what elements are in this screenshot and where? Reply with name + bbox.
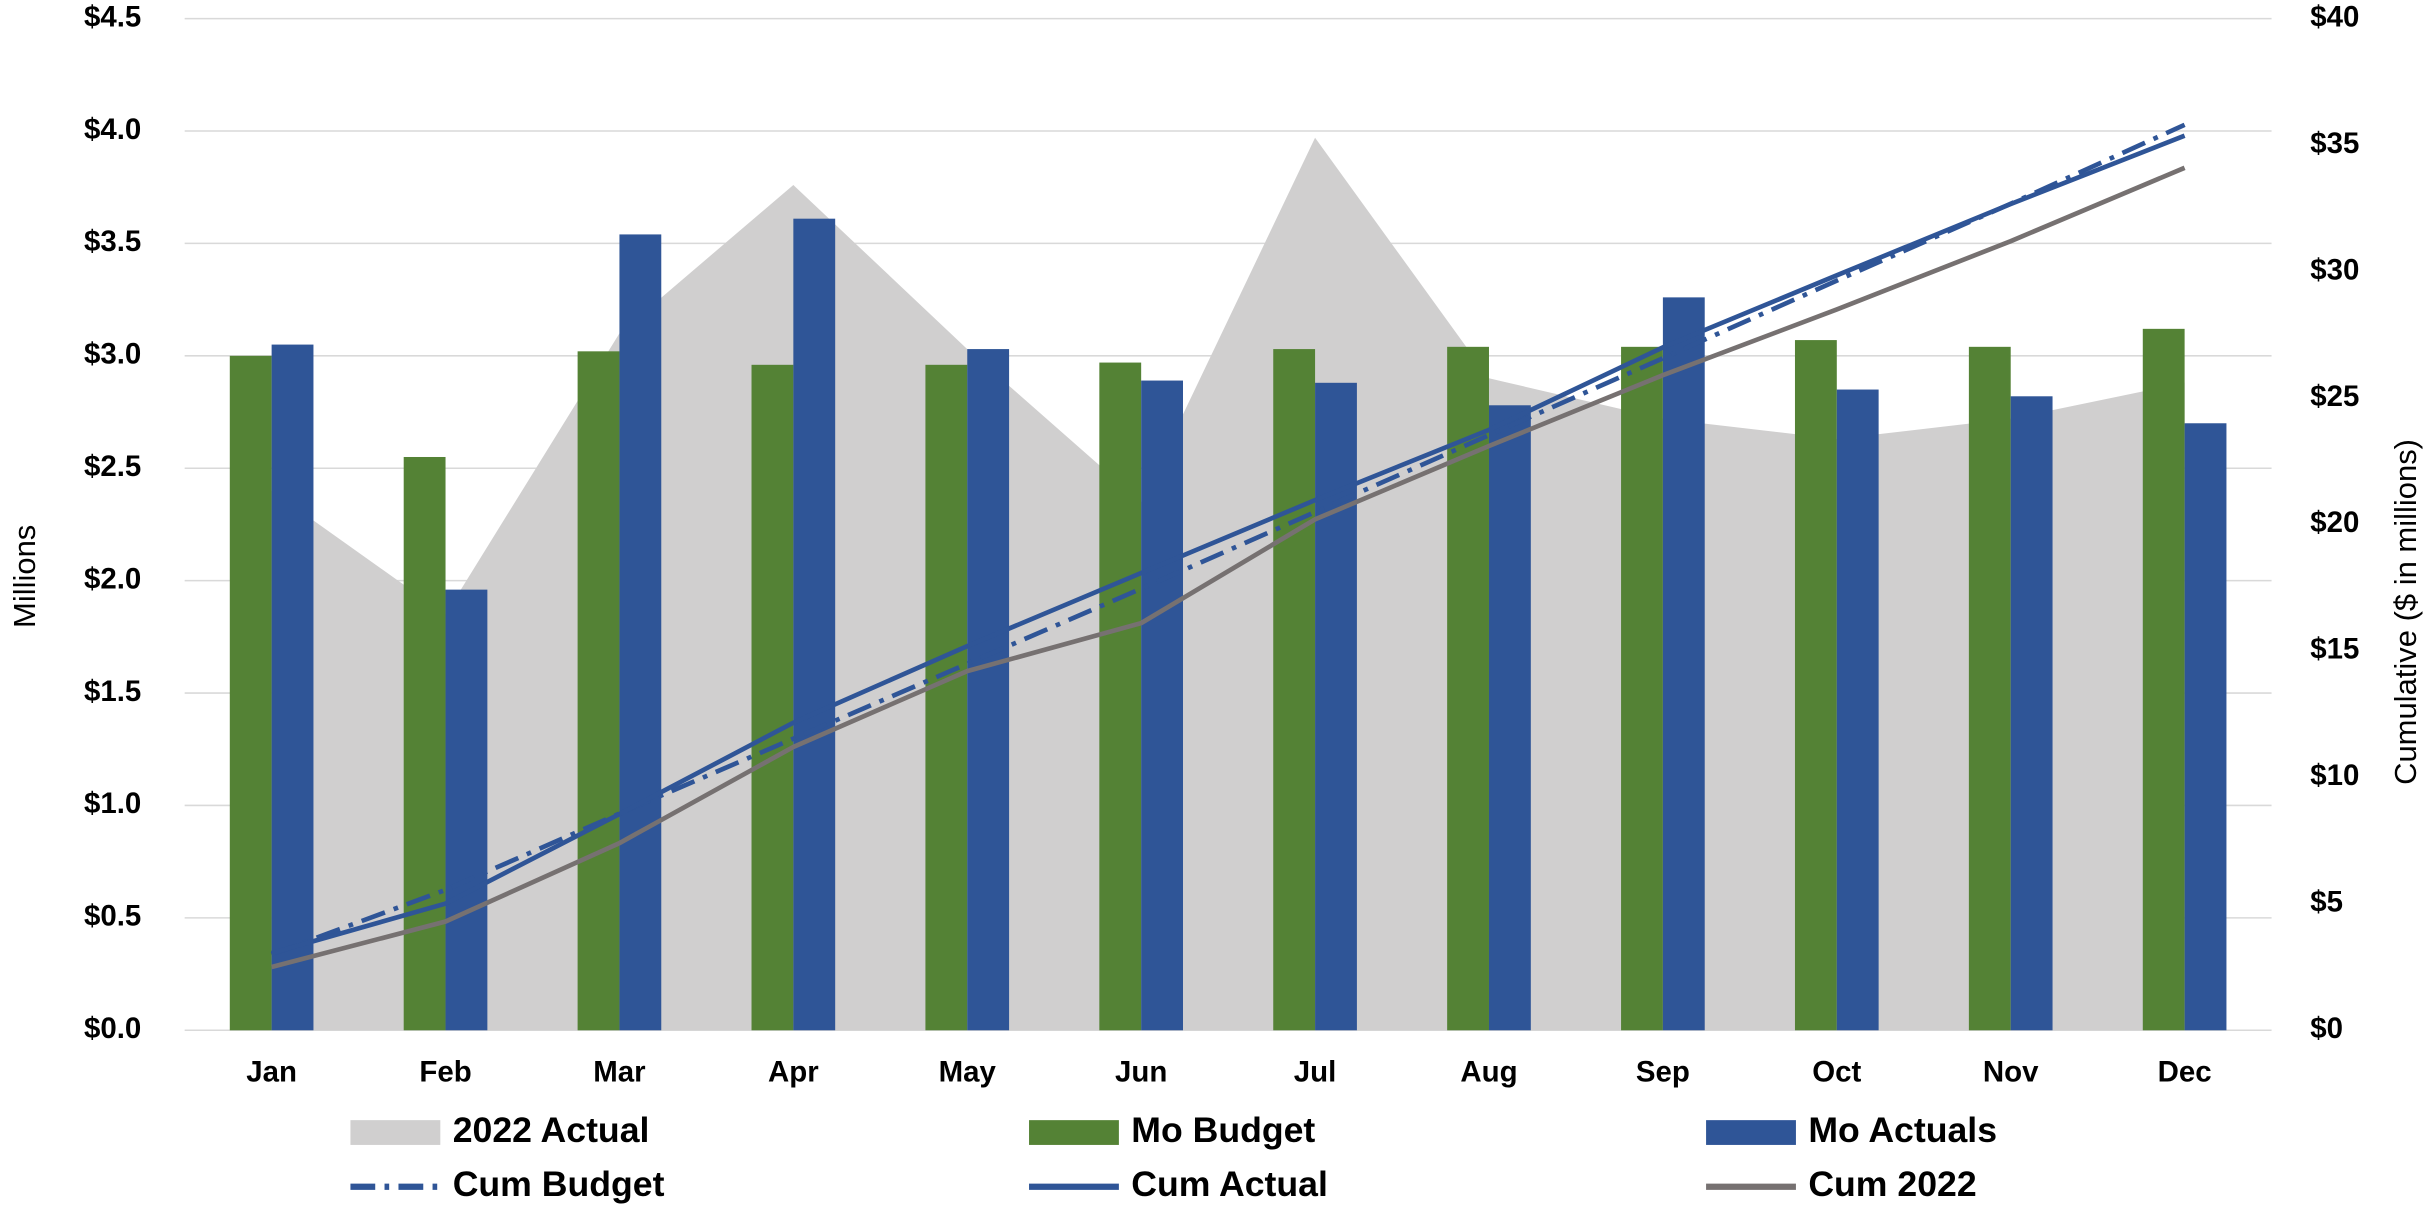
bar [271,344,314,1031]
y-tick-label: $3.5 [84,225,141,258]
x-tick-label: Sep [1636,1055,1690,1088]
x-tick-label: Oct [1812,1055,1861,1088]
bar [619,234,662,1031]
y2-tick-label: $5 [2310,886,2343,919]
y-tick-label: $4.5 [84,0,141,33]
y2-axis-label: Cumulative ($ in millions) [2388,439,2423,785]
x-tick-label: Nov [1983,1055,2039,1088]
y2-tick-label: $25 [2310,380,2359,413]
bar [793,218,836,1031]
bar [403,456,446,1031]
x-tick-label: Jun [1115,1055,1167,1088]
y2-tick-label: $0 [2310,1012,2343,1045]
legend-label: Cum 2022 [1808,1164,1976,1204]
bar [1968,346,2011,1031]
x-tick-label: Feb [419,1055,471,1088]
legend-label: Mo Budget [1131,1110,1315,1150]
y2-tick-label: $10 [2310,759,2359,792]
bar [2010,396,2053,1031]
bar [1315,382,1357,1031]
bar [1662,297,1705,1031]
bar [1621,346,1663,1031]
y-tick-label: $3.0 [84,338,141,371]
y-tick-label: $0.0 [84,1012,141,1045]
bar [925,364,968,1031]
legend-label: 2022 Actual [453,1110,650,1150]
y2-tick-label: $15 [2310,633,2359,666]
bar [577,351,620,1031]
y2-tick-label: $20 [2310,506,2359,539]
bar [967,349,1010,1031]
y2-tick-label: $30 [2310,253,2359,286]
y-tick-label: $1.0 [84,787,141,820]
x-tick-label: Aug [1460,1055,1517,1088]
bar [1273,349,1316,1031]
legend-swatch [350,1120,441,1145]
x-tick-label: May [939,1055,997,1088]
bar [2184,423,2227,1031]
area [271,137,2185,1031]
line [270,133,2186,956]
y-tick-label: $4.0 [84,113,141,146]
bar [1488,405,1531,1031]
x-tick-label: Apr [768,1055,819,1088]
legend-label: Cum Budget [453,1164,665,1204]
x-tick-label: Mar [593,1055,645,1088]
x-tick-label: Dec [2158,1055,2212,1088]
legend-swatch [1706,1120,1796,1145]
line [270,122,2186,957]
legend-swatch [1029,1120,1119,1145]
y-tick-label: $1.5 [84,675,141,708]
bar [751,364,794,1031]
y-axis-label: Millions [7,525,42,628]
x-tick-label: Jan [246,1055,297,1088]
y-tick-label: $2.0 [84,562,141,595]
x-tick-label: Jul [1294,1055,1337,1088]
line [271,165,2186,970]
bar [445,589,488,1031]
legend-label: Cum Actual [1131,1164,1328,1204]
bar [1836,389,1879,1031]
y2-tick-label: $35 [2310,127,2359,160]
legend-label: Mo Actuals [1808,1110,1997,1150]
bar [1141,380,1183,1031]
bar [1794,340,1837,1031]
y-tick-label: $2.5 [84,450,141,483]
bar [1099,362,1142,1031]
bar [2142,328,2185,1031]
y2-tick-label: $40 [2310,0,2359,33]
y-tick-label: $0.5 [84,900,141,933]
bar [229,355,272,1031]
